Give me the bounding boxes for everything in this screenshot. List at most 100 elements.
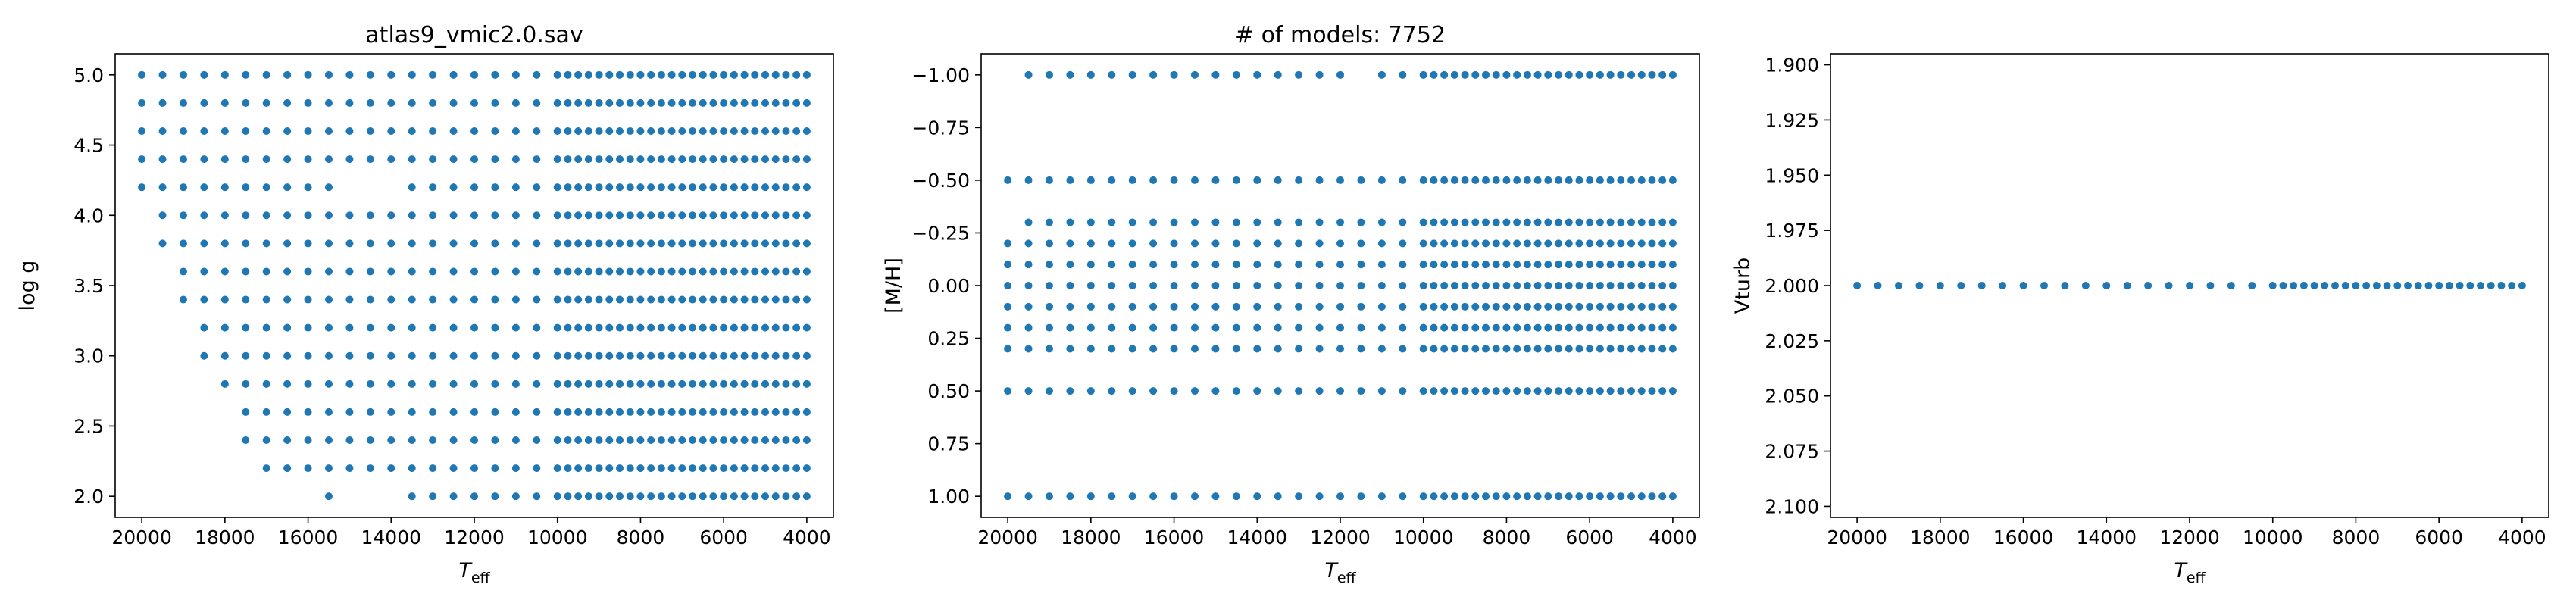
data-point <box>533 408 541 416</box>
data-point <box>1565 387 1573 395</box>
data-point <box>761 70 770 79</box>
data-point <box>1596 387 1604 395</box>
data-point <box>1637 282 1646 289</box>
data-point <box>1377 218 1386 226</box>
chart-title: atlas9_vmic2.0.sav <box>365 22 583 48</box>
data-point <box>1190 345 1199 353</box>
data-point <box>1627 176 1636 184</box>
data-point <box>1419 282 1427 289</box>
data-point <box>657 464 665 473</box>
data-point <box>1575 387 1583 395</box>
data-point <box>802 155 811 164</box>
data-point <box>1586 176 1594 184</box>
data-point <box>1274 345 1282 353</box>
data-point <box>262 464 270 473</box>
data-point <box>1024 239 1033 248</box>
data-point <box>564 295 572 304</box>
data-point <box>1024 323 1033 332</box>
data-point <box>751 408 759 416</box>
data-point <box>1617 261 1625 269</box>
data-point <box>1399 70 1407 79</box>
data-point <box>1658 387 1667 395</box>
data-point <box>1606 239 1615 248</box>
data-point <box>1024 492 1033 501</box>
data-point <box>1128 176 1136 184</box>
data-point <box>1482 323 1490 332</box>
data-point <box>792 183 801 192</box>
data-point <box>1492 70 1500 79</box>
data-point <box>1936 282 1944 289</box>
data-point <box>242 98 250 107</box>
data-point <box>2497 282 2506 289</box>
data-point <box>220 127 229 135</box>
data-point <box>1596 218 1604 226</box>
data-point <box>1399 282 1407 289</box>
data-point <box>616 380 624 388</box>
data-point <box>1149 323 1158 332</box>
data-point <box>1596 176 1604 184</box>
data-point <box>605 211 614 220</box>
data-point <box>720 155 728 164</box>
data-point <box>1606 492 1615 501</box>
data-point <box>242 380 250 388</box>
x-tick-label: 14000 <box>1227 526 1288 548</box>
data-point <box>179 155 187 164</box>
data-point <box>574 267 583 276</box>
data-point <box>1377 323 1386 332</box>
data-point <box>1648 70 1656 79</box>
data-point <box>2445 282 2453 289</box>
data-point <box>605 155 614 164</box>
data-point <box>304 380 312 388</box>
data-point <box>740 127 749 135</box>
data-point <box>720 127 728 135</box>
x-axis-label: Teff <box>2174 559 2206 586</box>
data-point <box>1492 302 1500 311</box>
data-point <box>1596 261 1604 269</box>
data-point <box>1502 323 1511 332</box>
data-point <box>1461 70 1469 79</box>
data-point <box>1544 282 1552 289</box>
data-point <box>584 380 592 388</box>
data-point <box>138 155 146 164</box>
data-point <box>2299 282 2308 289</box>
data-point <box>1419 261 1427 269</box>
data-point <box>740 323 749 332</box>
data-point <box>1544 239 1552 248</box>
data-point <box>720 98 728 107</box>
data-point <box>366 380 374 388</box>
data-point <box>1024 70 1033 79</box>
data-point <box>616 70 624 79</box>
data-point <box>1274 176 1282 184</box>
data-point <box>1596 239 1604 248</box>
data-point <box>1357 387 1365 395</box>
data-point <box>1399 239 1407 248</box>
data-point <box>689 436 697 444</box>
data-point <box>761 295 770 304</box>
data-point <box>699 70 707 79</box>
data-point <box>1450 261 1458 269</box>
data-point <box>1502 239 1511 248</box>
data-point <box>179 183 187 192</box>
data-point <box>1555 282 1563 289</box>
x-tick-label: 20000 <box>1827 526 1887 548</box>
x-axis-label: Teff <box>458 559 490 586</box>
data-point <box>2404 282 2412 289</box>
data-point <box>689 183 697 192</box>
data-point <box>616 323 624 332</box>
data-point <box>262 98 270 107</box>
data-point <box>1086 261 1095 269</box>
data-point <box>491 239 499 248</box>
data-point <box>657 492 665 501</box>
y-tick-label: 2.000 <box>1765 275 1819 297</box>
data-point <box>158 70 167 79</box>
data-point <box>792 464 801 473</box>
data-point <box>1149 176 1158 184</box>
data-point <box>1108 176 1116 184</box>
x-tick-label: 12000 <box>444 526 505 548</box>
data-point <box>1399 387 1407 395</box>
data-point <box>491 380 499 388</box>
data-point <box>678 436 686 444</box>
data-point <box>657 436 665 444</box>
data-point <box>553 155 561 164</box>
data-point <box>720 323 728 332</box>
